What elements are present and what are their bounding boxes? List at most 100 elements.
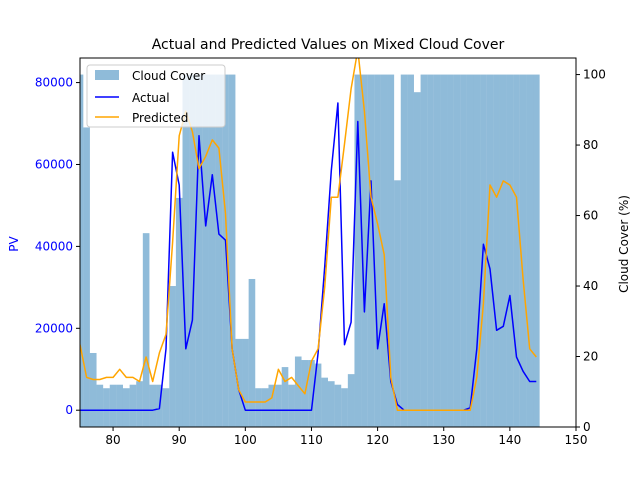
cloud-cover-bar: [235, 338, 243, 427]
series-lines: [80, 58, 537, 411]
cloud-cover-bar: [447, 74, 454, 427]
right-y-label: Cloud Cover (%): [617, 195, 631, 293]
cloud-cover-bar: [228, 74, 236, 427]
cloud-cover-bar: [208, 74, 216, 427]
left-y-tick-label: 60000: [35, 157, 73, 171]
cloud-cover-bar: [347, 374, 355, 427]
right-y-tick-label: 80: [583, 138, 598, 152]
cloud-cover-bar: [374, 74, 381, 427]
cloud-cover-bar: [321, 377, 328, 427]
left-y-tick-label: 80000: [35, 76, 73, 90]
cloud-cover-bar: [341, 388, 348, 427]
cloud-cover-bar: [387, 74, 395, 427]
right-y-tick-label: 100: [583, 68, 606, 82]
cloud-cover-bar: [162, 388, 170, 427]
cloud-cover-bar: [493, 74, 500, 427]
cloud-cover-bar: [182, 74, 190, 427]
cloud-cover-bar: [268, 384, 276, 427]
cloud-cover-bar: [109, 384, 117, 427]
legend-label-cloud-cover: Cloud Cover: [132, 69, 205, 83]
cloud-cover-bar: [400, 74, 408, 427]
cloud-cover-bar: [526, 74, 534, 427]
cloud-cover-bar: [354, 74, 362, 427]
left-y-tick-label: 20000: [35, 321, 73, 335]
predicted-line: [80, 58, 537, 411]
cloud-cover-bar: [83, 127, 90, 427]
legend-label-actual: Actual: [132, 91, 170, 105]
legend-label-predicted: Predicted: [132, 111, 188, 125]
cloud-cover-bar: [533, 74, 540, 427]
x-tick-label: 130: [432, 433, 455, 447]
x-tick-label: 110: [300, 433, 323, 447]
cloud-cover-bar: [519, 74, 527, 427]
cloud-cover-bar: [215, 74, 223, 427]
x-tick-label: 150: [565, 433, 588, 447]
cloud-cover-bar: [202, 74, 209, 427]
cloud-cover-bar: [361, 74, 368, 427]
cloud-cover-bar: [367, 74, 375, 427]
cloud-cover-bar: [189, 74, 196, 427]
right-y-tick-label: 20: [583, 350, 598, 364]
cloud-cover-bar: [440, 74, 448, 427]
chart-title: Actual and Predicted Values on Mixed Clo…: [152, 37, 505, 53]
cloud-cover-bar: [261, 388, 269, 427]
legend-box: [86, 64, 226, 128]
cloud-cover-bar: [116, 384, 123, 427]
legend: Cloud Cover Actual Predicted: [86, 64, 226, 128]
cloud-cover-bar: [142, 233, 150, 427]
cloud-cover-bar: [499, 74, 507, 427]
legend-swatch-cloud-cover: [95, 70, 119, 80]
cloud-cover-bar: [136, 381, 143, 427]
x-tick-label: 100: [234, 433, 257, 447]
cloud-cover-bar: [169, 286, 176, 427]
cloud-cover-bar: [453, 74, 461, 427]
cloud-cover-bar: [394, 180, 401, 427]
cloud-cover-bar: [294, 356, 302, 427]
cloud-cover-bar: [96, 384, 104, 427]
left-y-label: PV: [7, 235, 21, 251]
cloud-cover-bar: [314, 363, 322, 427]
cloud-cover-bar: [506, 74, 514, 427]
left-y-tick-label: 40000: [35, 239, 73, 253]
cloud-cover-bar: [420, 74, 428, 427]
cloud-cover-bar: [334, 384, 342, 427]
cloud-cover-bar: [248, 278, 256, 427]
cloud-cover-bar: [195, 74, 203, 427]
cloud-cover-bar: [433, 74, 441, 427]
right-y-tick-label: 40: [583, 279, 598, 293]
cloud-cover-bar: [80, 74, 84, 427]
cloud-cover-bar: [308, 360, 315, 427]
plot-frame: [79, 57, 577, 428]
left-y-axis: 0 20000 40000 60000 80000: [35, 76, 80, 417]
cloud-cover-bar: [486, 74, 494, 427]
cloud-cover-bar: [513, 74, 520, 427]
right-y-tick-label: 60: [583, 209, 598, 223]
cloud-cover-bars: [80, 74, 540, 427]
x-axis: 80 90 100 110 120 130 140 150: [105, 427, 587, 447]
cloud-cover-bar: [466, 74, 474, 427]
cloud-cover-bar: [288, 384, 295, 427]
x-tick-label: 80: [105, 433, 120, 447]
cloud-cover-bar: [473, 74, 481, 427]
cloud-cover-bar: [103, 388, 110, 427]
cloud-cover-bar: [255, 388, 262, 427]
cloud-cover-bar: [122, 388, 130, 427]
cloud-cover-bar: [427, 74, 434, 427]
x-tick-label: 90: [172, 433, 187, 447]
left-y-tick-label: 0: [65, 403, 73, 417]
right-y-axis: 0 20 40 60 80 100: [576, 68, 606, 434]
right-y-tick-label: 0: [583, 420, 591, 434]
x-tick-label: 140: [498, 433, 521, 447]
cloud-cover-bar: [149, 384, 157, 427]
cloud-cover-bar: [129, 384, 137, 427]
cloud-cover-bar: [328, 381, 335, 427]
cloud-cover-bar: [281, 367, 289, 427]
cloud-cover-bar: [380, 74, 388, 427]
x-tick-label: 120: [366, 433, 389, 447]
cloud-cover-bar: [242, 338, 249, 427]
cloud-cover-bar: [275, 384, 282, 427]
cloud-cover-bar: [407, 74, 414, 427]
cloud-cover-bar: [89, 352, 97, 427]
cloud-cover-bar: [413, 92, 421, 427]
